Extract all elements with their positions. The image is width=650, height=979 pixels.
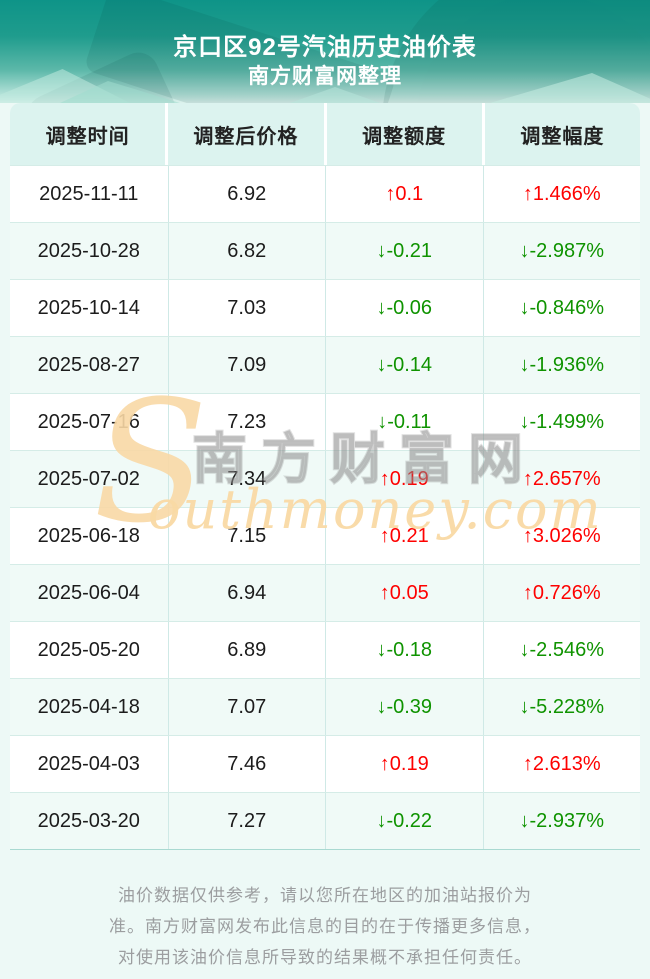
- cell-adjust-date: 2025-08-27: [37, 353, 140, 376]
- cell-adjust-date: 2025-04-18: [37, 695, 140, 718]
- cell-adjust-amount: ↓-0.11: [325, 394, 483, 450]
- cell-adjust-percent: ↓-1.936%: [482, 337, 641, 393]
- cell-adjust-amount: ↓-0.14: [325, 337, 483, 393]
- table-row: 2025-06-18 7.15 ↑0.21 ↑3.026%: [10, 507, 640, 564]
- cell-adjust-amount: ↓-0.18: [325, 622, 483, 678]
- cell-adjust-amount: ↓-0.39: [325, 679, 483, 735]
- cell-price-after: 6.89: [167, 622, 326, 678]
- cell-adjust-date: 2025-04-03: [37, 752, 140, 775]
- table-row: 2025-04-03 7.46 ↑0.19 ↑2.613%: [10, 735, 640, 792]
- cell-adjust-date: 2025-06-18: [37, 524, 140, 547]
- cell-price-after: 7.34: [167, 451, 326, 507]
- column-header-adjust-percent: 调整幅度: [484, 103, 640, 165]
- cell-adjust-percent: ↓-1.499%: [482, 394, 641, 450]
- cell-adjust-amount: ↑0.21: [325, 508, 483, 564]
- cell-price-after: 6.82: [167, 223, 326, 279]
- table-row: 2025-10-28 6.82 ↓-0.21 ↓-2.987%: [10, 222, 640, 279]
- table-row: 2025-03-20 7.27 ↓-0.22 ↓-2.937%: [10, 792, 640, 849]
- cell-adjust-date: 2025-11-11: [39, 182, 139, 205]
- cell-adjust-date: 2025-10-28: [37, 239, 140, 262]
- cell-price-after: 7.09: [167, 337, 326, 393]
- cell-adjust-percent: ↑0.726%: [482, 565, 641, 621]
- cell-adjust-amount: ↓-0.21: [325, 223, 483, 279]
- cell-adjust-percent: ↑3.026%: [482, 508, 641, 564]
- table-row: 2025-05-20 6.89 ↓-0.18 ↓-2.546%: [10, 621, 640, 678]
- column-header-adjust-amount: 调整额度: [326, 103, 482, 165]
- page-subtitle: 南方财富网整理: [248, 65, 402, 88]
- table-row: 2025-07-02 7.34 ↑0.19 ↑2.657%: [10, 450, 640, 507]
- table-body: 2025-11-11 6.92 ↑0.1 ↑1.466% 2025-10-28 …: [10, 165, 640, 850]
- table-row: 2025-08-27 7.09 ↓-0.14 ↓-1.936%: [10, 336, 640, 393]
- cell-adjust-date: 2025-03-20: [37, 809, 140, 832]
- page-title: 京口区92号汽油历史油价表: [173, 34, 477, 61]
- table-row: 2025-04-18 7.07 ↓-0.39 ↓-5.228%: [10, 678, 640, 735]
- cell-adjust-percent: ↑2.657%: [482, 451, 641, 507]
- cell-adjust-percent: ↓-0.846%: [482, 280, 641, 336]
- cell-adjust-amount: ↓-0.06: [325, 280, 483, 336]
- cell-adjust-amount: ↑0.05: [325, 565, 483, 621]
- cell-price-after: 7.46: [167, 736, 326, 792]
- cell-adjust-date: 2025-05-20: [37, 638, 140, 661]
- cell-adjust-percent: ↑2.613%: [482, 736, 641, 792]
- cell-adjust-amount: ↑0.1: [325, 166, 483, 222]
- cell-adjust-amount: ↑0.19: [325, 451, 483, 507]
- cell-price-after: 6.94: [167, 565, 326, 621]
- disclaimer-text: 油价数据仅供参考，请以您所在地区的加油站报价为准。南方财富网发布此信息的目的在于…: [109, 886, 541, 967]
- cell-adjust-percent: ↓-2.546%: [482, 622, 641, 678]
- cell-price-after: 7.27: [167, 793, 326, 849]
- cell-price-after: 7.07: [167, 679, 326, 735]
- table-row: 2025-10-14 7.03 ↓-0.06 ↓-0.846%: [10, 279, 640, 336]
- cell-adjust-date: 2025-07-02: [37, 467, 140, 490]
- cell-adjust-percent: ↓-5.228%: [482, 679, 641, 735]
- cell-adjust-amount: ↓-0.22: [325, 793, 483, 849]
- cell-price-after: 6.92: [167, 166, 326, 222]
- cell-adjust-percent: ↓-2.937%: [482, 793, 641, 849]
- cell-price-after: 7.03: [167, 280, 326, 336]
- table-row: 2025-07-16 7.23 ↓-0.11 ↓-1.499%: [10, 393, 640, 450]
- table-header-row: 调整时间 调整后价格 调整额度 调整幅度: [10, 103, 640, 165]
- cell-adjust-percent: ↑1.466%: [482, 166, 641, 222]
- cell-price-after: 7.23: [167, 394, 326, 450]
- cell-adjust-date: 2025-07-16: [37, 410, 140, 433]
- cell-adjust-percent: ↓-2.987%: [482, 223, 641, 279]
- page-footer: 油价数据仅供参考，请以您所在地区的加油站报价为准。南方财富网发布此信息的目的在于…: [0, 850, 650, 973]
- cell-adjust-date: 2025-06-04: [37, 581, 140, 604]
- page-banner: 京口区92号汽油历史油价表 南方财富网整理: [0, 0, 650, 103]
- column-header-price-after: 调整后价格: [168, 103, 324, 165]
- table-row: 2025-06-04 6.94 ↑0.05 ↑0.726%: [10, 564, 640, 621]
- table-row: 2025-11-11 6.92 ↑0.1 ↑1.466%: [10, 165, 640, 222]
- column-header-adjust-date: 调整时间: [10, 103, 166, 165]
- oil-price-table: 调整时间 调整后价格 调整额度 调整幅度 2025-11-11 6.92 ↑0.…: [10, 103, 640, 850]
- cell-adjust-date: 2025-10-14: [37, 296, 140, 319]
- cell-price-after: 7.15: [167, 508, 326, 564]
- cell-adjust-amount: ↑0.19: [325, 736, 483, 792]
